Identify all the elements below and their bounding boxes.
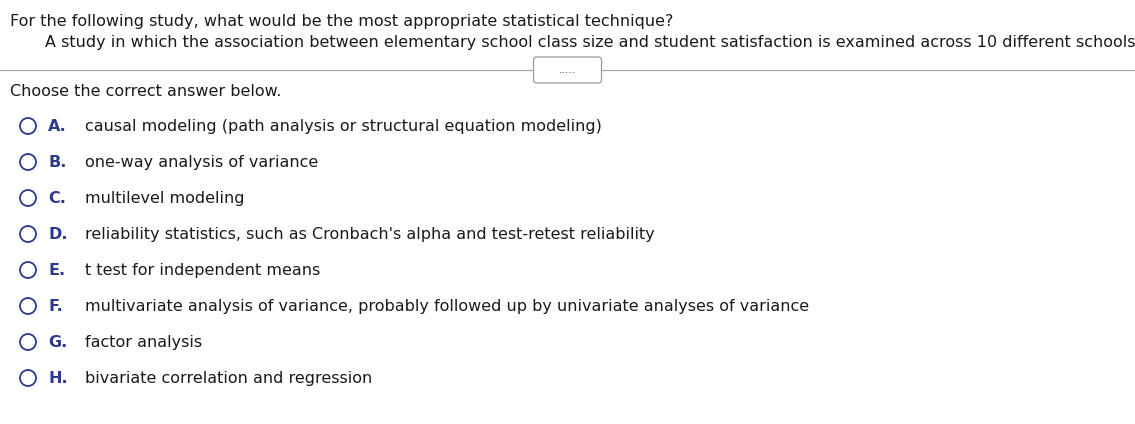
Text: Choose the correct answer below.: Choose the correct answer below.: [10, 84, 281, 99]
Text: reliability statistics, such as Cronbach's alpha and test-retest reliability: reliability statistics, such as Cronbach…: [85, 227, 655, 242]
Text: B.: B.: [48, 155, 66, 170]
Text: causal modeling (path analysis or structural equation modeling): causal modeling (path analysis or struct…: [85, 119, 602, 134]
Text: F.: F.: [48, 299, 62, 314]
Text: multilevel modeling: multilevel modeling: [85, 191, 244, 206]
Text: D.: D.: [48, 227, 67, 242]
Text: one-way analysis of variance: one-way analysis of variance: [85, 155, 318, 170]
FancyBboxPatch shape: [533, 57, 602, 83]
Text: G.: G.: [48, 335, 67, 350]
Text: A.: A.: [48, 119, 67, 134]
Text: .....: .....: [560, 65, 575, 75]
Text: H.: H.: [48, 371, 68, 386]
Text: t test for independent means: t test for independent means: [85, 263, 320, 278]
Text: C.: C.: [48, 191, 66, 206]
Text: multivariate analysis of variance, probably followed up by univariate analyses o: multivariate analysis of variance, proba…: [85, 299, 809, 314]
Text: For the following study, what would be the most appropriate statistical techniqu: For the following study, what would be t…: [10, 14, 673, 29]
Text: factor analysis: factor analysis: [85, 335, 202, 350]
Text: E.: E.: [48, 263, 65, 278]
Text: A study in which the association between elementary school class size and studen: A study in which the association between…: [45, 35, 1135, 50]
Text: bivariate correlation and regression: bivariate correlation and regression: [85, 371, 372, 386]
